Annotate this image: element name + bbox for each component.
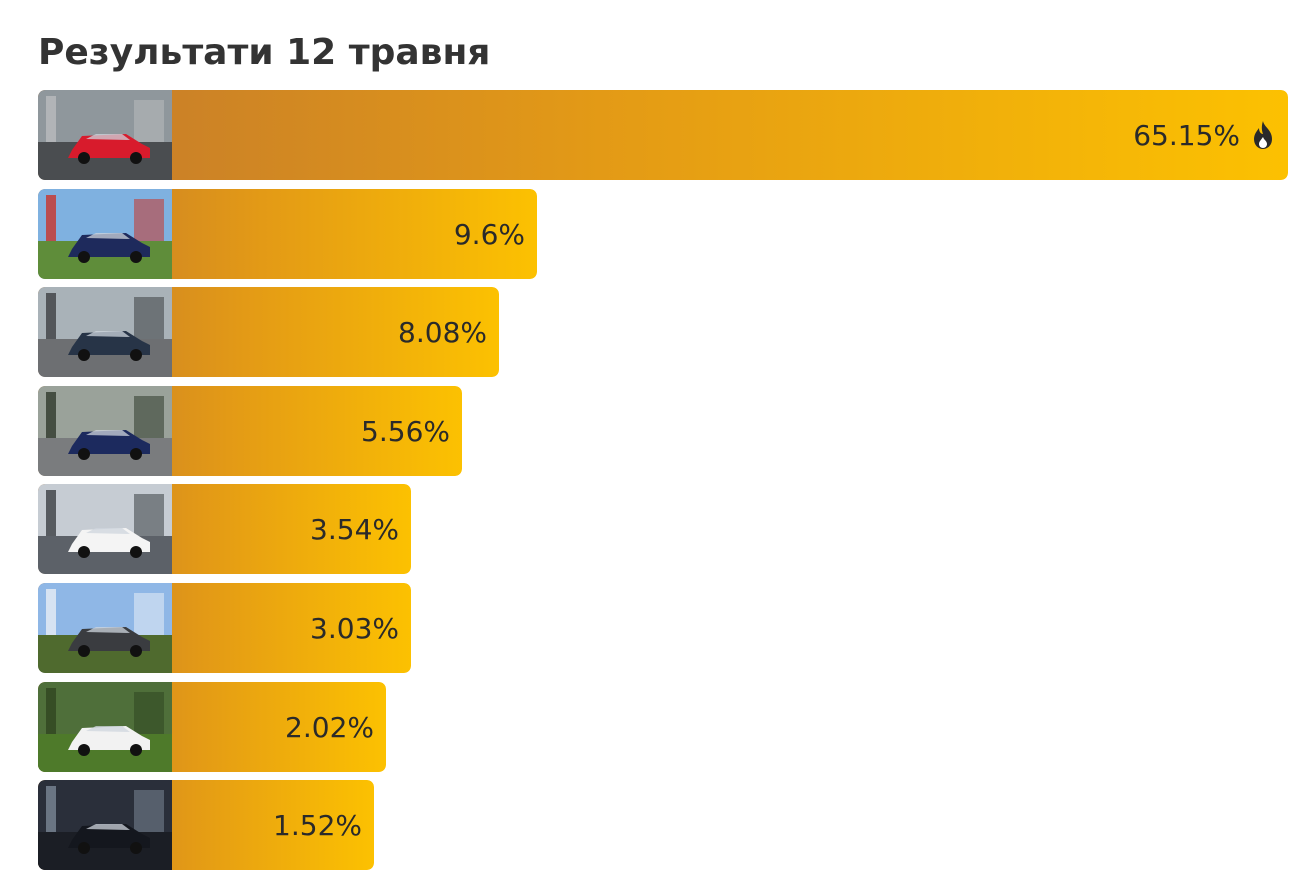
page-title: Результати 12 травня bbox=[38, 32, 491, 73]
car-photo-icon bbox=[38, 682, 172, 772]
bar-value-label: 1.52% bbox=[273, 780, 362, 870]
bar-row: 1.52% bbox=[38, 780, 374, 870]
bar bbox=[38, 90, 1288, 180]
car-photo-icon bbox=[38, 780, 172, 870]
results-chart: 65.15% 9.6% 8.08% 5.56% 3.54% 3.03% 2.02% 1.52% bbox=[38, 90, 1288, 870]
bar-row: 65.15% bbox=[38, 90, 1288, 180]
car-photo-icon bbox=[38, 189, 172, 279]
data-label: 8.08% bbox=[398, 315, 487, 349]
data-label: 1.52% bbox=[273, 808, 362, 842]
data-label: 3.03% bbox=[310, 611, 399, 645]
data-label: 3.54% bbox=[310, 512, 399, 546]
bar-value-label: 3.54% bbox=[310, 484, 399, 574]
data-label: 5.56% bbox=[361, 414, 450, 448]
car-photo-icon bbox=[38, 386, 172, 476]
car-photo-icon bbox=[38, 583, 172, 673]
data-label: 9.6% bbox=[453, 217, 525, 251]
bar-row: 9.6% bbox=[38, 189, 537, 279]
bar-row: 3.03% bbox=[38, 583, 411, 673]
bar-value-label: 9.6% bbox=[454, 189, 525, 279]
bar-value-label: 8.08% bbox=[398, 287, 487, 377]
bar-value-label: 3.03% bbox=[310, 583, 399, 673]
bar-row: 3.54% bbox=[38, 484, 411, 574]
bar-value-label: 65.15% bbox=[1133, 90, 1276, 180]
data-label: 65.15% bbox=[1133, 118, 1240, 152]
bar-value-label: 5.56% bbox=[361, 386, 450, 476]
bar-value-label: 2.02% bbox=[285, 682, 374, 772]
data-label: 2.02% bbox=[285, 710, 374, 744]
car-photo-icon bbox=[38, 90, 172, 180]
car-photo-icon bbox=[38, 484, 172, 574]
bar-row: 2.02% bbox=[38, 682, 386, 772]
bar-row: 8.08% bbox=[38, 287, 499, 377]
bar-row: 5.56% bbox=[38, 386, 462, 476]
car-photo-icon bbox=[38, 287, 172, 377]
fire-icon bbox=[1250, 120, 1276, 150]
